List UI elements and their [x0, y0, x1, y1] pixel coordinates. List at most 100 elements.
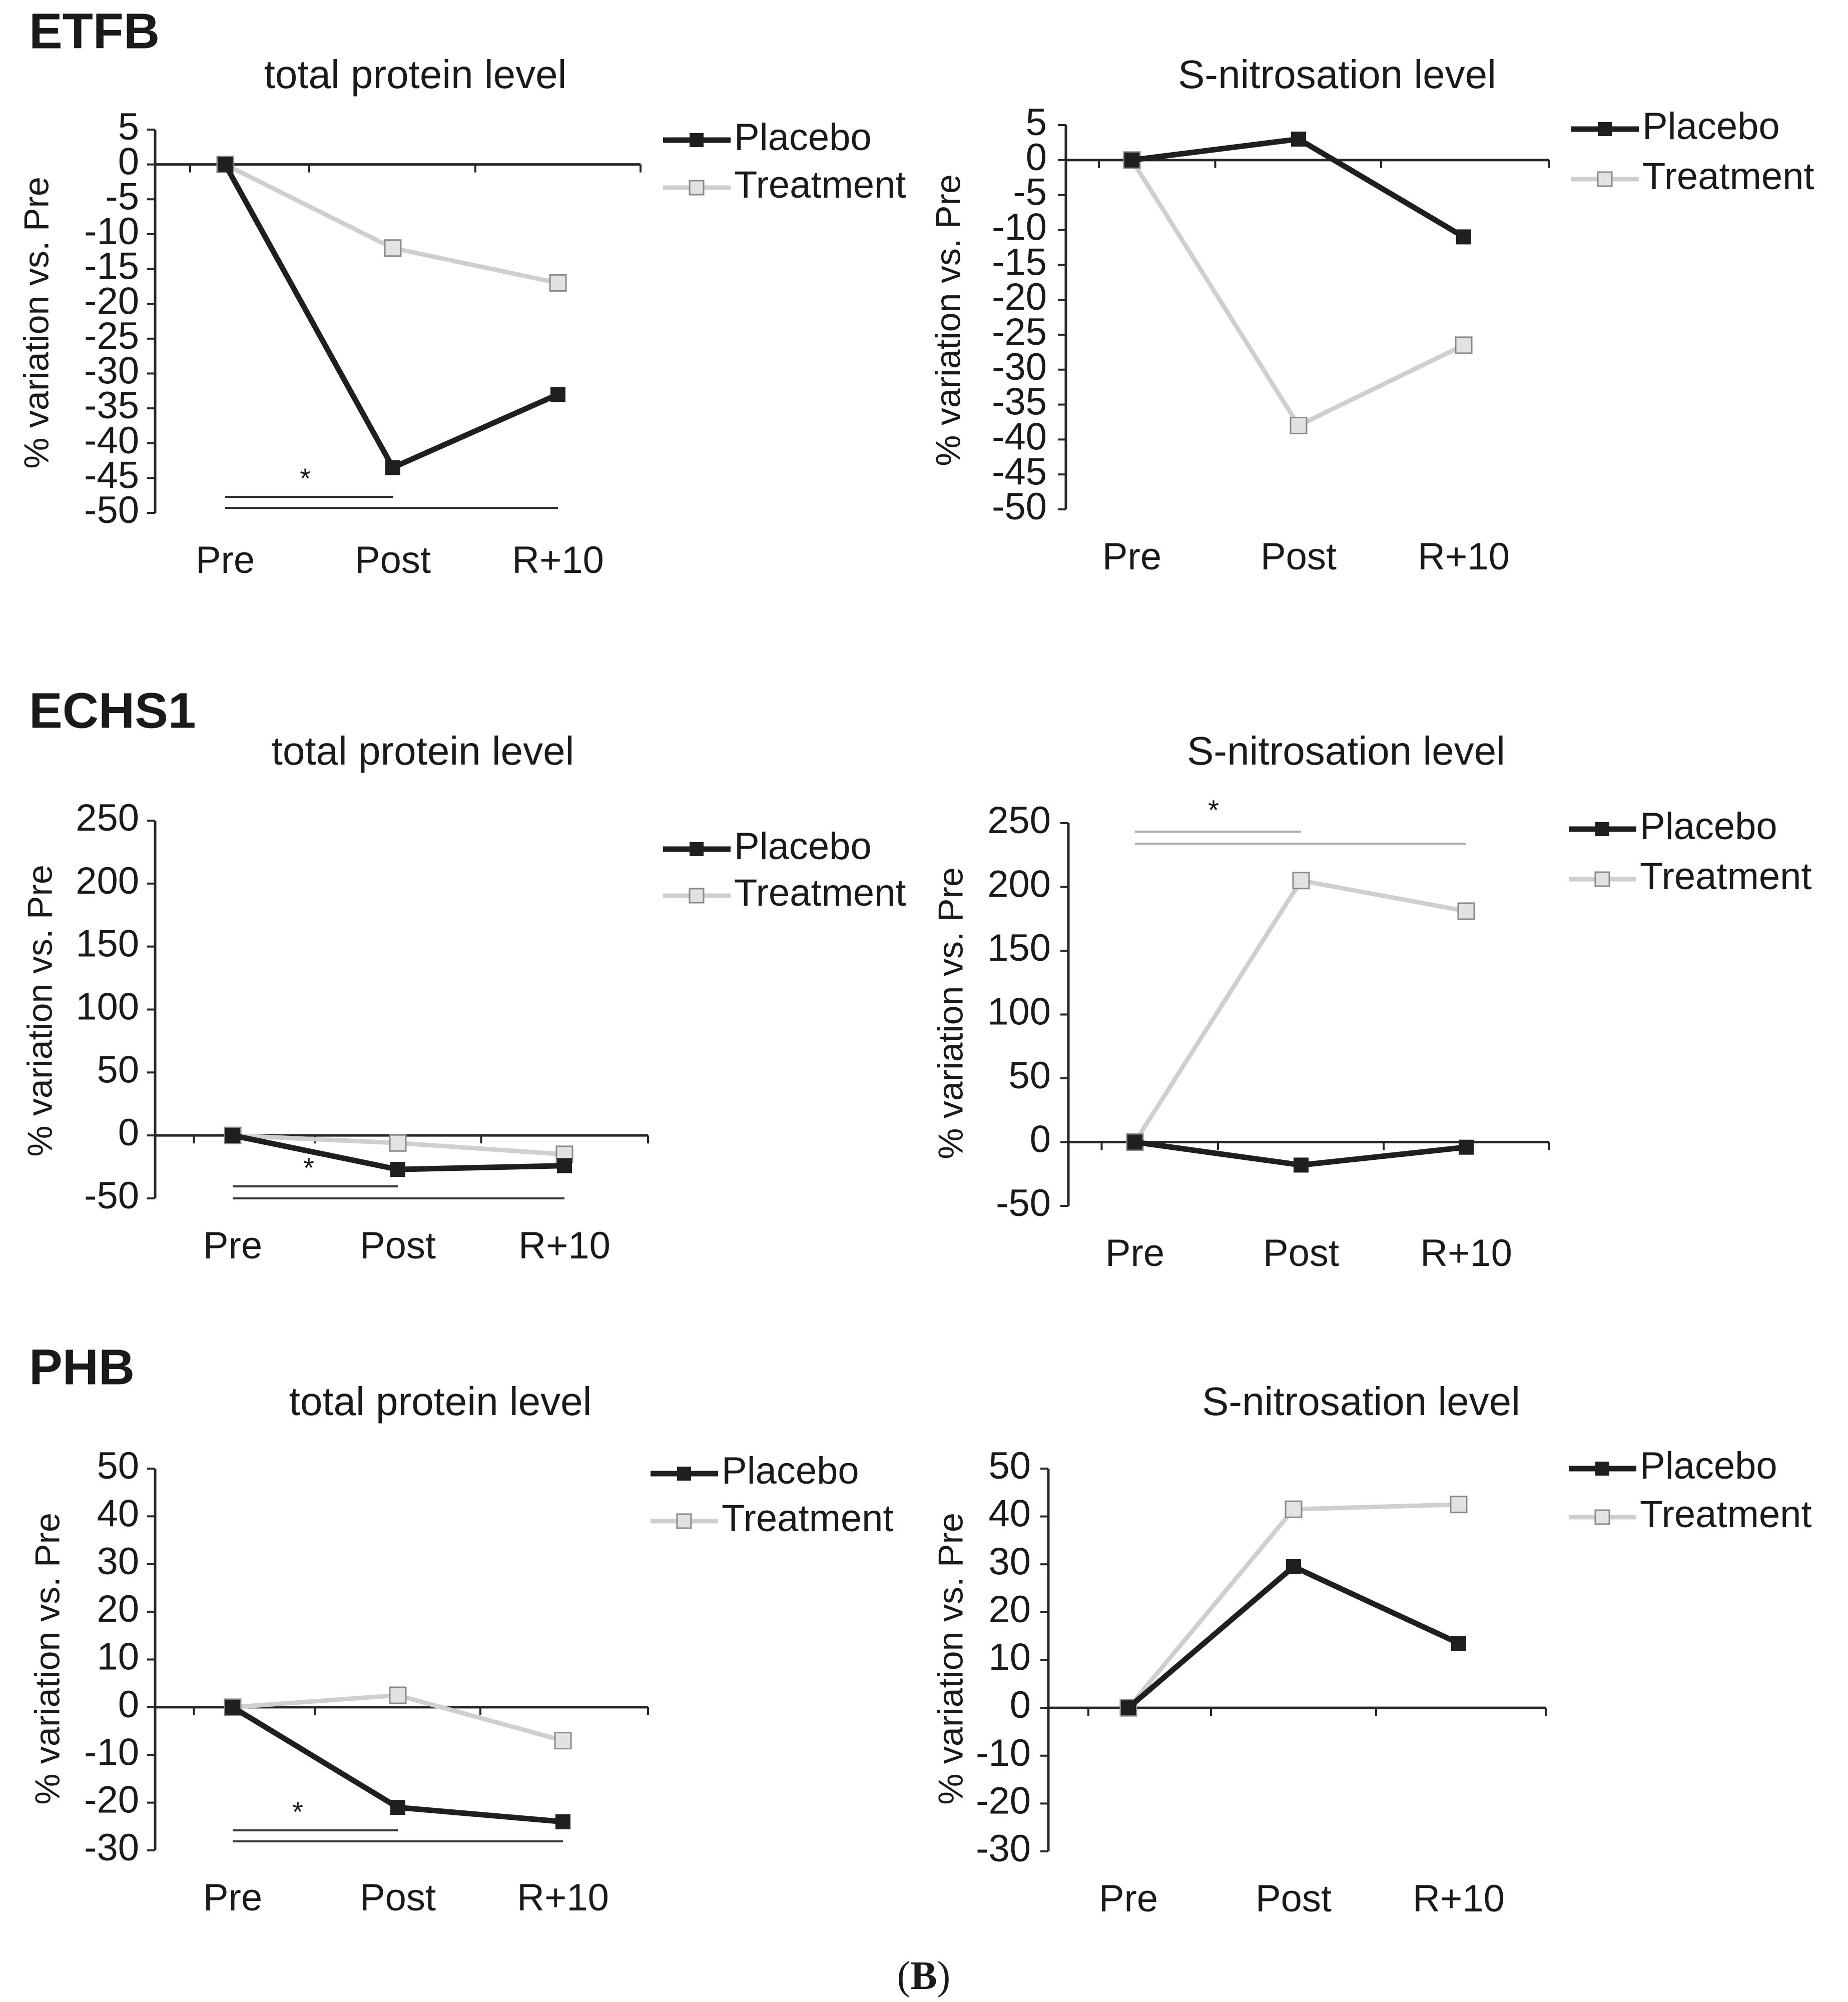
- y-axis-label: % variation vs. Pre: [28, 1513, 67, 1805]
- legend-treatment-marker: [689, 888, 705, 904]
- y-tick-label: 100: [76, 986, 139, 1028]
- legend-placebo-marker: [1595, 822, 1609, 836]
- legend-placebo-marker: [1595, 1462, 1609, 1476]
- placebo-point: [385, 460, 400, 475]
- y-tick-label: -40: [992, 415, 1047, 458]
- legend-treatment-label: Treatment: [1640, 855, 1812, 898]
- legend-treatment-label: Treatment: [722, 1497, 894, 1540]
- significance-star: *: [1208, 794, 1219, 826]
- placebo-series-line: [223, 163, 559, 470]
- treatment-point: [389, 1134, 407, 1152]
- y-tick-label: 0: [1026, 136, 1047, 179]
- y-tick-label: 0: [118, 141, 139, 183]
- y-axis-label: % variation vs. Pre: [928, 174, 967, 466]
- legend-placebo-marker: [690, 842, 704, 856]
- y-tick-label: 40: [97, 1492, 139, 1535]
- y-tick-label: -30: [84, 350, 139, 392]
- y-tick-label: -35: [992, 381, 1047, 423]
- x-category-label: Pre: [1105, 1232, 1164, 1274]
- protein-label: PHB: [29, 1339, 135, 1395]
- legend-treatment-label: Treatment: [734, 872, 906, 914]
- y-tick-label: 10: [97, 1636, 139, 1678]
- legend-treatment-marker: [1594, 1509, 1610, 1525]
- chart-title: total protein level: [264, 52, 567, 97]
- y-tick-label: -15: [84, 245, 139, 288]
- legend-treatment-marker: [676, 1513, 692, 1529]
- legend-placebo-label: Placebo: [1640, 1445, 1777, 1487]
- y-tick-label: -30: [992, 346, 1047, 388]
- y-tick-label: -45: [84, 454, 139, 496]
- legend-placebo-label: Placebo: [722, 1450, 859, 1492]
- legend-placebo-label: Placebo: [734, 116, 872, 159]
- treatment-point: [1292, 872, 1310, 890]
- significance-star: *: [303, 1152, 314, 1183]
- y-tick-label: 0: [118, 1683, 139, 1726]
- y-tick-label: 5: [118, 106, 139, 148]
- chart-echs1-snitro: S-nitrosation level 250 200 150 100 50 0 -50 % v…: [931, 729, 1811, 1274]
- legend-placebo-label: Placebo: [734, 825, 872, 868]
- placebo-point: [557, 1158, 572, 1173]
- y-tick-label: 20: [988, 1588, 1031, 1631]
- y-tick-label: 50: [97, 1445, 139, 1487]
- placebo-point: [218, 157, 233, 172]
- placebo-point: [555, 1814, 570, 1829]
- y-tick-label: -10: [992, 206, 1047, 249]
- y-tick-label: -25: [992, 311, 1047, 353]
- legend-treatment-marker: [689, 180, 705, 196]
- placebo-point: [1456, 229, 1471, 245]
- legend-treatment-label: Treatment: [1640, 1493, 1812, 1536]
- y-tick-label: -30: [84, 1826, 139, 1869]
- chart-phb-total: PHB total protein level 50 40 30 20 10 0 -10 -20 -…: [28, 1339, 893, 1919]
- x-category-label: Post: [360, 1876, 436, 1919]
- x-category-label: Post: [355, 539, 431, 581]
- caption-close: ): [937, 1954, 951, 1998]
- legend-placebo-marker: [677, 1467, 691, 1481]
- y-tick-label: 200: [76, 860, 139, 902]
- x-category-label: Post: [1256, 1877, 1332, 1920]
- treatment-point: [1450, 1496, 1468, 1514]
- placebo-point: [1451, 1636, 1466, 1651]
- treatment-point: [1457, 902, 1475, 920]
- placebo-point: [225, 1128, 240, 1143]
- y-tick-label: -5: [1013, 171, 1047, 214]
- y-tick-label: 0: [1030, 1118, 1051, 1161]
- x-category-label: R+10: [518, 1224, 610, 1267]
- placebo-point: [1127, 1134, 1142, 1150]
- placebo-point: [1459, 1139, 1474, 1155]
- y-tick-label: 20: [97, 1588, 139, 1630]
- y-axis-label: % variation vs. Pre: [17, 177, 56, 469]
- x-category-label: Post: [360, 1224, 436, 1267]
- y-tick-label: 250: [987, 799, 1051, 842]
- treatment-point: [549, 274, 567, 292]
- y-axis-label: % variation vs. Pre: [931, 1513, 970, 1805]
- y-tick-label: -50: [992, 485, 1047, 528]
- y-tick-label: -10: [976, 1732, 1031, 1774]
- x-category-label: R+10: [1418, 535, 1510, 578]
- treatment-series-line: [1126, 1502, 1459, 1710]
- legend-placebo-label: Placebo: [1642, 105, 1780, 148]
- protein-label: ETFB: [29, 3, 160, 59]
- y-tick-label: -20: [992, 276, 1047, 318]
- y-tick-label: -45: [992, 450, 1047, 493]
- y-tick-label: 0: [118, 1111, 139, 1154]
- x-category-label: Pre: [203, 1224, 262, 1267]
- y-tick-label: -30: [976, 1827, 1031, 1870]
- placebo-point: [225, 1699, 240, 1715]
- y-tick-label: -10: [84, 210, 139, 253]
- y-tick-label: -20: [976, 1779, 1031, 1822]
- legend-placebo-marker: [1598, 122, 1612, 136]
- treatment-point: [1290, 416, 1308, 434]
- x-category-label: Pre: [1102, 535, 1161, 578]
- treatment-point: [1455, 336, 1473, 354]
- y-tick-label: 40: [988, 1493, 1031, 1535]
- y-tick-label: 30: [988, 1540, 1031, 1583]
- placebo-point: [550, 387, 565, 402]
- treatment-series-line: [224, 162, 558, 285]
- legend-treatment-label: Treatment: [1642, 155, 1814, 198]
- y-tick-label: 100: [987, 991, 1051, 1033]
- treatment-point: [1285, 1500, 1303, 1518]
- y-tick-label: 10: [988, 1636, 1031, 1679]
